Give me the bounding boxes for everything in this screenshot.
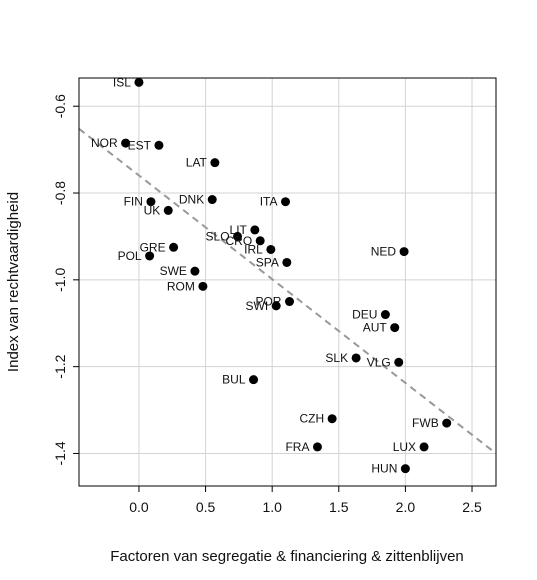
point-label-isl: ISL [113,75,131,89]
y-tick-label: -1.2 [52,354,68,378]
data-point-isl [134,77,144,87]
point-label-irl: IRL [244,242,263,256]
point-label-czh: CZH [299,412,324,426]
point-label-cro: CRO [226,234,253,248]
point-label-ned: NED [371,245,397,259]
x-tick-label: 0.0 [129,499,149,515]
y-axis-label: Index van rechtvaardigheid [5,192,22,372]
point-label-vlg: VLG [367,355,391,369]
data-point-nor [121,138,131,148]
data-point-aut [390,323,400,333]
trendline [78,127,497,455]
point-label-nor: NOR [91,136,118,150]
point-label-fin: FIN [124,195,143,209]
point-label-lit: LIT [230,223,248,237]
point-label-hun: HUN [371,462,397,476]
data-point-bul [249,375,259,385]
data-point-ita [281,197,291,207]
data-point-lat [210,158,220,168]
point-label-slk: SLK [325,351,348,365]
point-label-bul: BUL [222,373,246,387]
data-point-irl [266,244,276,254]
data-point-slk [351,353,361,363]
data-point-lit [250,225,260,235]
grid-lines [79,78,496,486]
point-label-slo: SLO [206,229,230,243]
data-point-rom [198,281,208,291]
y-tick-label: -0.6 [52,94,68,118]
plot-frame [78,77,497,487]
data-point-cro [255,236,265,246]
y-tick-label: -0.8 [52,181,68,205]
x-axis: 0.0 0.5 1.0 1.5 2.0 2.5 [129,486,482,515]
x-tick-label: 1.0 [262,499,282,515]
x-tick-label: 2.5 [462,499,482,515]
y-tick-label: -1.4 [52,441,68,465]
data-point-lux [419,442,429,452]
point-label-swe: SWE [160,264,187,278]
point-label-est: EST [128,138,152,152]
x-tick-label: 0.5 [196,499,216,515]
point-label-swi: SWI [246,299,269,313]
data-point-fwb [442,418,452,428]
point-label-ita: ITA [260,195,278,209]
data-point-pol [145,251,155,261]
y-axis: -0.6 -0.8 -1.0 -1.2 -1.4 [52,94,79,466]
point-label-deu: DEU [352,308,377,322]
x-tick-label: 2.0 [396,499,416,515]
point-label-rom: ROM [167,279,195,293]
point-label-lat: LAT [186,156,208,170]
data-point-hun [400,464,410,474]
point-label-uk: UK [144,203,161,217]
point-label-fra: FRA [285,440,309,454]
data-point-slo [233,231,243,241]
data-point-czh [327,414,337,424]
data-point-swi [271,301,281,311]
data-point-vlg [394,357,404,367]
point-label-fwb: FWB [412,416,439,430]
data-point-est [154,140,164,150]
point-label-pol: POL [118,249,142,263]
data-point-uk [163,205,173,215]
x-axis-label: Factoren van segregatie & financiering &… [110,548,464,565]
data-point-deu [380,310,390,320]
data-point-spa [282,257,292,267]
point-label-dnk: DNK [179,193,204,207]
y-tick-label: -1.0 [52,268,68,292]
point-label-lux: LUX [393,440,416,454]
data-point-dnk [207,195,217,205]
data-point-por [284,297,294,307]
data-point-gre [169,242,179,252]
data-point-fra [312,442,322,452]
data-point-ned [399,247,409,257]
point-label-spa: SPA [256,255,279,269]
data-point-fin [146,197,156,207]
point-label-gre: GRE [140,240,166,254]
trendline-group [78,127,497,455]
point-label-aut: AUT [363,321,388,335]
x-tick-label: 1.5 [329,499,349,515]
data-point-swe [190,266,200,276]
